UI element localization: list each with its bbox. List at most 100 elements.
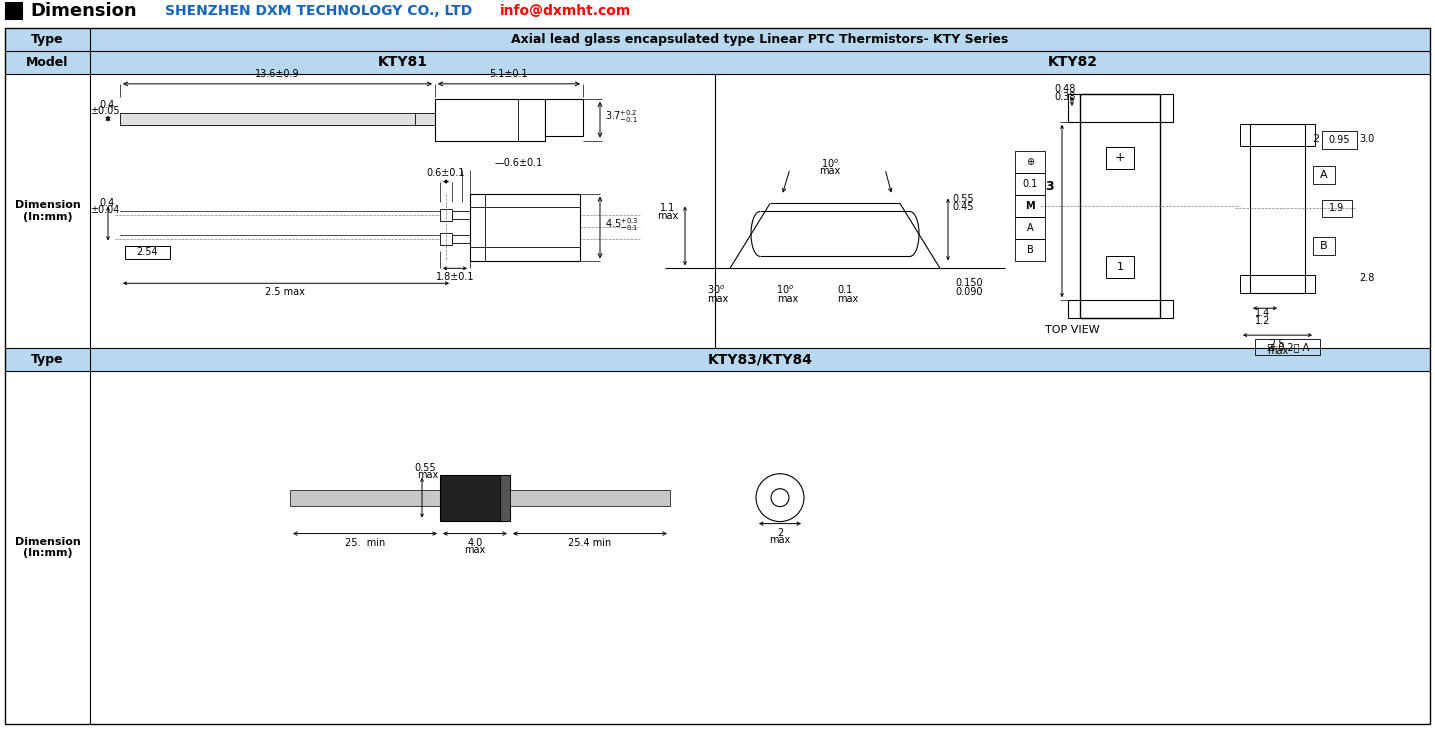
Text: 1.1: 1.1	[660, 203, 674, 214]
Bar	[1015, 195, 1045, 217]
Text: 3.7$^{+0.2}_{-0.1}$: 3.7$^{+0.2}_{-0.1}$	[606, 108, 637, 125]
Text: max: max	[418, 470, 439, 479]
Text: 0.95: 0.95	[1329, 135, 1350, 145]
Text: 0.55: 0.55	[951, 193, 973, 203]
Bar	[125, 247, 169, 259]
Text: 1.8±0.1: 1.8±0.1	[436, 272, 474, 283]
Text: A: A	[1320, 170, 1327, 179]
Text: 3.0: 3.0	[1359, 134, 1375, 143]
Text: ±0.04: ±0.04	[90, 206, 119, 215]
Text: 2.5 max: 2.5 max	[265, 287, 304, 297]
Bar	[1068, 94, 1172, 122]
Text: 13.6±0.9: 13.6±0.9	[255, 69, 300, 79]
Text: +: +	[1115, 151, 1125, 164]
Text: 2: 2	[776, 528, 784, 537]
Bar	[1322, 131, 1358, 149]
Text: Axial lead glass encapsulated type Linear PTC Thermistors- KTY Series: Axial lead glass encapsulated type Linea…	[511, 33, 1009, 46]
Bar	[1240, 124, 1314, 146]
Text: 10$^o$: 10$^o$	[776, 284, 794, 296]
Bar	[441, 209, 452, 222]
Text: 1.4: 1.4	[1256, 308, 1270, 318]
Bar	[545, 99, 583, 135]
Text: TOP VIEW: TOP VIEW	[1045, 325, 1099, 335]
Text: 0.090: 0.090	[956, 287, 983, 297]
Text: Type: Type	[32, 353, 63, 366]
Bar	[441, 234, 452, 245]
Text: —0.6±0.1: —0.6±0.1	[495, 157, 544, 168]
Bar	[1106, 146, 1134, 168]
Text: KTY82: KTY82	[1048, 56, 1098, 70]
Text: ⊟ 0.2Ⓜ A: ⊟ 0.2Ⓜ A	[1267, 342, 1309, 352]
Bar	[441, 475, 509, 520]
Text: 2: 2	[1312, 134, 1319, 143]
Bar	[1240, 275, 1314, 294]
Bar	[1015, 239, 1045, 261]
Bar	[1015, 151, 1045, 173]
Bar	[509, 490, 670, 506]
Bar	[4, 2, 22, 19]
Text: 0.4: 0.4	[99, 100, 115, 110]
Bar	[4, 28, 1431, 51]
Bar	[121, 113, 435, 124]
Bar	[1313, 165, 1335, 184]
Text: 0.1: 0.1	[1022, 179, 1038, 189]
Text: 30$^o$: 30$^o$	[706, 284, 725, 296]
Text: 1.2: 1.2	[1256, 316, 1270, 326]
Text: Model: Model	[26, 56, 69, 69]
Bar	[1015, 217, 1045, 239]
Bar	[435, 99, 545, 141]
Text: max: max	[465, 545, 485, 555]
Text: 4.5$^{+0.3}_{-0.1}$: 4.5$^{+0.3}_{-0.1}$	[606, 216, 639, 233]
Bar	[290, 490, 441, 506]
Bar	[4, 348, 1431, 371]
Text: Type: Type	[32, 33, 63, 46]
Text: 0.48: 0.48	[1055, 84, 1076, 94]
Bar	[452, 236, 471, 243]
Text: KTY81: KTY81	[377, 56, 428, 70]
Text: 3: 3	[1046, 179, 1055, 193]
Text: max: max	[778, 294, 799, 305]
Text: B: B	[1026, 245, 1033, 255]
Text: max: max	[707, 294, 728, 305]
Text: SHENZHEN DXM TECHNOLOGY CO., LTD: SHENZHEN DXM TECHNOLOGY CO., LTD	[165, 4, 472, 18]
Text: max: max	[769, 534, 791, 545]
Text: max: max	[657, 212, 677, 222]
Text: B: B	[1320, 242, 1327, 251]
Text: 0.150: 0.150	[956, 278, 983, 288]
Text: 2.8: 2.8	[1359, 273, 1375, 283]
Text: 0.55: 0.55	[415, 463, 436, 473]
Text: 25.  min: 25. min	[344, 537, 385, 548]
Text: 0.6±0.1: 0.6±0.1	[426, 168, 465, 178]
Text: max: max	[838, 294, 858, 305]
Text: 2.54: 2.54	[136, 247, 158, 258]
Bar	[1068, 300, 1172, 318]
Text: Dimension
(In:mm): Dimension (In:mm)	[14, 537, 80, 559]
Text: 0.4: 0.4	[99, 198, 115, 209]
Bar	[1081, 94, 1159, 318]
Bar	[499, 475, 509, 520]
Text: 0.45: 0.45	[951, 203, 973, 212]
Bar	[1322, 200, 1352, 217]
Text: ±0.05: ±0.05	[90, 105, 119, 116]
Text: 2.5: 2.5	[1270, 339, 1286, 349]
Text: 0.38: 0.38	[1055, 92, 1076, 102]
Text: 1: 1	[1116, 262, 1124, 272]
Bar	[1106, 256, 1134, 278]
Bar	[1313, 237, 1335, 255]
Bar	[4, 51, 1431, 74]
Text: Dimension
(In:mm): Dimension (In:mm)	[14, 200, 80, 222]
Bar	[1250, 124, 1304, 294]
Text: max: max	[1267, 346, 1289, 356]
Text: ⊕: ⊕	[1026, 157, 1035, 167]
Text: Dimension: Dimension	[30, 2, 136, 20]
Text: 1.9: 1.9	[1329, 203, 1345, 214]
Bar	[471, 193, 580, 261]
Text: 4.0: 4.0	[468, 537, 482, 548]
Text: 5.1±0.1: 5.1±0.1	[489, 69, 528, 79]
Text: 25.4 min: 25.4 min	[568, 537, 611, 548]
Text: max: max	[819, 165, 841, 176]
Text: A: A	[1026, 223, 1033, 233]
Text: KTY83/KTY84: KTY83/KTY84	[707, 353, 812, 367]
Text: info@dxmht.com: info@dxmht.com	[499, 4, 631, 18]
Text: M: M	[1025, 201, 1035, 211]
